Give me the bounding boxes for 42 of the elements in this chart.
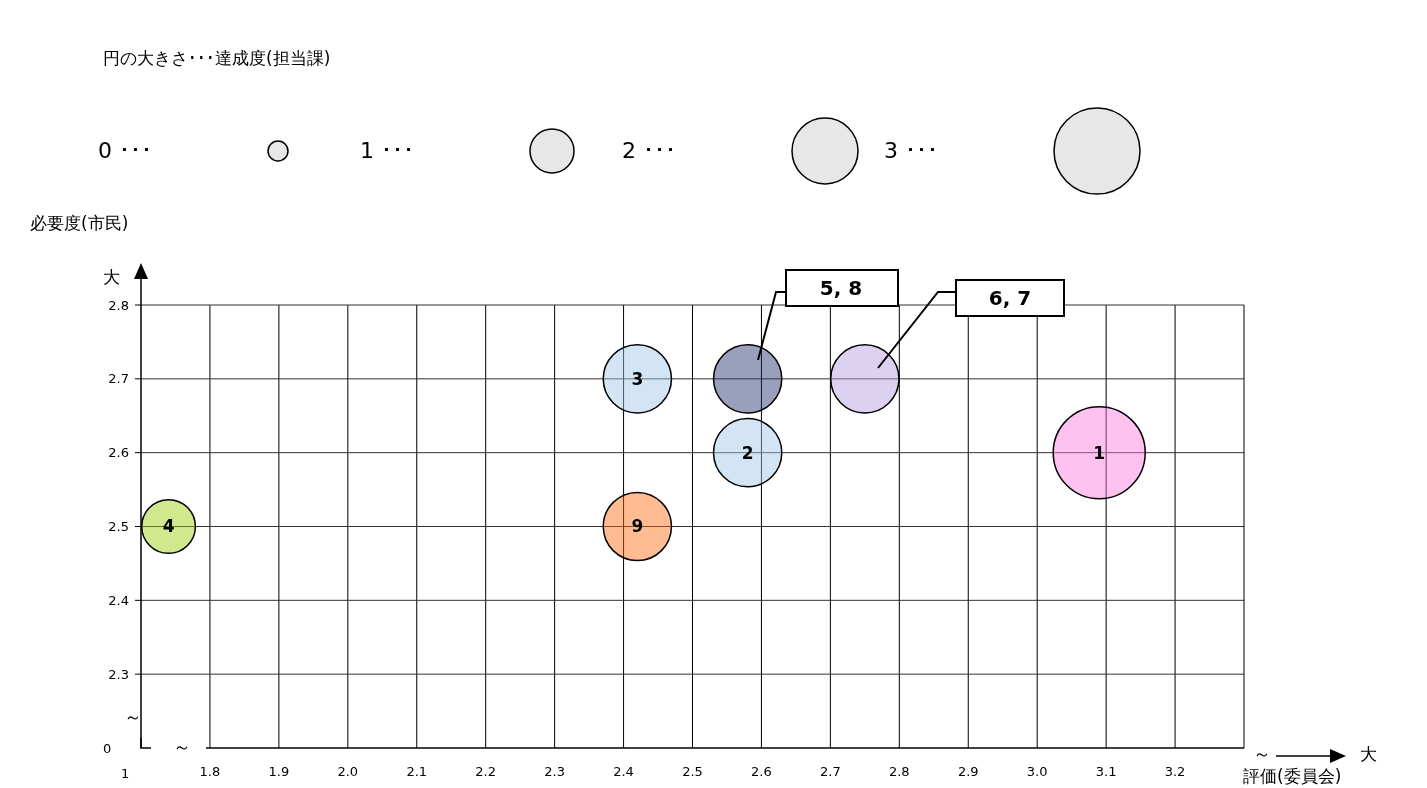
x-tick-label: 2.2 (475, 764, 497, 779)
x-axis-title: 評価(委員会) (1243, 766, 1342, 786)
x-tick-label: 2.7 (820, 764, 841, 779)
x-tick-label: 2.3 (544, 764, 565, 779)
annotation: 3 (631, 368, 644, 389)
x-tick-label: 2.9 (957, 764, 979, 779)
x-tick-label: 2.1 (406, 764, 428, 779)
annotation: 9 (631, 516, 644, 537)
x-tick-label: 1.8 (199, 764, 221, 779)
annotation: ～ (124, 706, 142, 727)
text: 1 (121, 766, 130, 781)
chart-title: 円の大きさ･･･達成度(担当課) (103, 48, 331, 68)
annotation: 2 (741, 442, 754, 463)
y-tick-label: 2.7 (108, 371, 129, 387)
x-tick-label: 3.2 (1164, 764, 1186, 779)
text: 3 ･･･ (884, 138, 938, 163)
annotation: 4 (162, 516, 175, 537)
y-tick-label: 2.6 (108, 445, 129, 461)
text: 1 ･･･ (360, 138, 414, 163)
y-tick-label: 2.3 (108, 666, 129, 682)
text: 5, 8 (819, 276, 863, 300)
x-tick-label: 2.6 (751, 764, 772, 779)
annotation: 1 (1093, 442, 1106, 463)
x-tick-label: 2.5 (682, 764, 703, 779)
y-axis-title: 必要度(市民) (30, 213, 129, 233)
text: 大 (1360, 744, 1377, 764)
text: 0 ･･･ (98, 138, 152, 163)
x-tick-label: 3.1 (1095, 764, 1117, 779)
annotation: 6, 7 (988, 286, 1032, 310)
y-tick-label: 2.4 (108, 592, 129, 608)
x-tick-label: 2.8 (888, 764, 910, 779)
annotation: ～ (173, 736, 191, 757)
x-tick-label: 3.0 (1026, 764, 1048, 779)
x-tick-label: 2.4 (613, 764, 634, 779)
text: 0 (103, 741, 112, 756)
y-tick-label: 2.8 (108, 297, 129, 313)
x-tick-label: 2.0 (337, 764, 359, 779)
text: ～ (1253, 743, 1271, 764)
text: 大 (103, 267, 120, 287)
x-tick-label: 1.9 (268, 764, 290, 779)
y-tick-label: 2.5 (108, 519, 129, 535)
text: 2 ･･･ (622, 138, 676, 163)
